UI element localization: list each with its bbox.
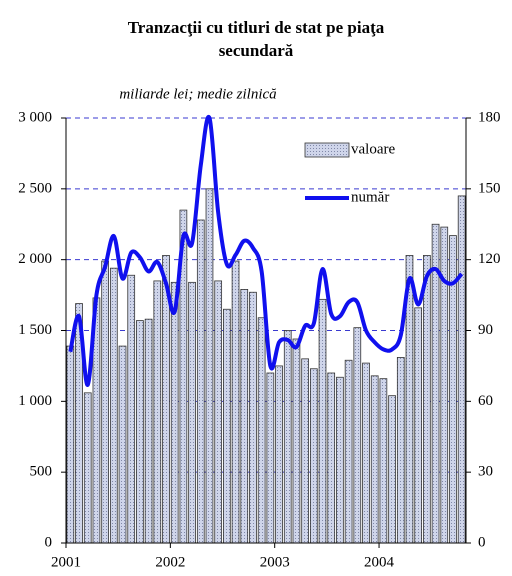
y-tick-label: 2 000 xyxy=(18,251,52,267)
bar xyxy=(223,308,231,544)
legend-label: număr xyxy=(351,189,389,205)
y2-tick-label: 180 xyxy=(478,109,501,125)
bar xyxy=(101,260,109,544)
line xyxy=(68,114,464,387)
chart-subtitle: miliarde lei; medie zilnică xyxy=(119,86,276,102)
bar xyxy=(214,280,223,544)
y2-tick-label: 120 xyxy=(478,251,501,267)
bar xyxy=(370,375,379,544)
bar xyxy=(66,345,75,544)
y2-tick-label: 0 xyxy=(478,534,486,550)
y-tick-label: 0 xyxy=(45,534,53,550)
y-tick-label: 3 000 xyxy=(18,109,52,125)
x-tick-label: 2003 xyxy=(260,554,290,570)
y-tick-label: 2 500 xyxy=(18,180,52,196)
bar xyxy=(388,395,396,544)
bar xyxy=(257,317,266,544)
x-tick-label: 2002 xyxy=(155,554,185,570)
bar xyxy=(318,298,327,544)
bar xyxy=(266,372,275,544)
y2-tick-label: 90 xyxy=(478,322,493,338)
y2-tick-label: 150 xyxy=(478,180,501,196)
bar xyxy=(83,392,92,544)
bar xyxy=(353,327,362,544)
y2-tick-label: 60 xyxy=(478,393,493,409)
bar xyxy=(309,368,318,544)
bar xyxy=(144,318,153,544)
bar xyxy=(362,362,370,544)
bar xyxy=(379,378,388,544)
legend-label: valoare xyxy=(351,141,395,157)
y2-tick-label: 30 xyxy=(478,464,493,480)
bar xyxy=(414,307,423,544)
bar xyxy=(275,365,283,544)
bar xyxy=(396,357,405,544)
bar xyxy=(327,372,336,544)
bar xyxy=(249,291,257,544)
bar xyxy=(136,320,144,544)
bar xyxy=(188,281,196,544)
bar xyxy=(240,289,249,544)
bar xyxy=(292,338,301,544)
bar xyxy=(170,281,179,544)
bar xyxy=(423,255,431,544)
bar xyxy=(205,188,214,544)
x-tick-label: 2001 xyxy=(51,554,81,570)
legend-swatch xyxy=(304,142,350,158)
bar xyxy=(109,267,118,544)
bar xyxy=(231,260,240,544)
bar xyxy=(457,195,466,544)
bar xyxy=(283,330,292,544)
bar xyxy=(127,274,136,544)
bar xyxy=(301,358,309,544)
bar xyxy=(118,345,127,544)
y-tick-label: 1 500 xyxy=(18,322,52,338)
chart-title: Tranzacţii cu titluri de stat pe piaţa s… xyxy=(127,18,385,60)
y-tick-label: 500 xyxy=(30,464,53,480)
bar xyxy=(344,359,353,544)
y-tick-label: 1 000 xyxy=(18,393,52,409)
x-tick-label: 2004 xyxy=(364,554,395,570)
bar xyxy=(196,219,205,544)
bar xyxy=(153,280,162,544)
bar xyxy=(336,376,344,544)
